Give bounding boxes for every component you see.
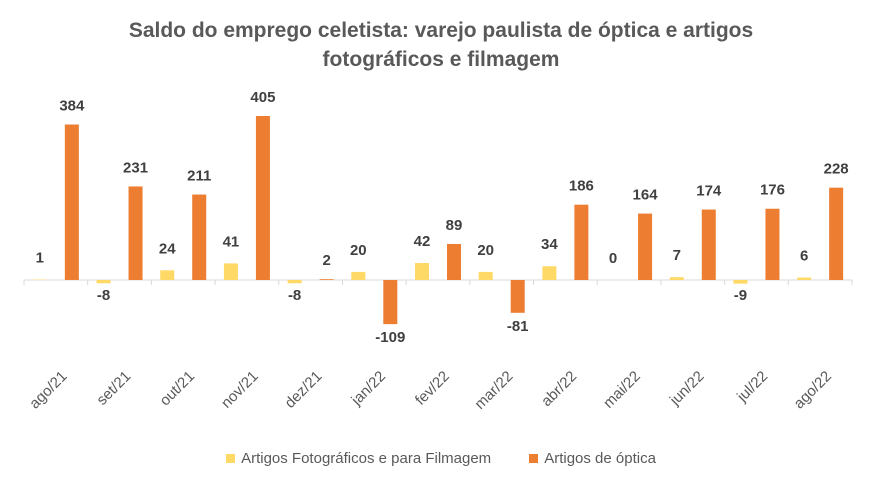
x-tick-label: nov/21 [218,368,262,412]
x-tick-label: dez/21 [282,368,326,412]
data-label-optica: 2 [322,252,330,269]
x-tick-label: set/21 [93,368,134,409]
x-tick-label: ago/21 [26,368,70,412]
x-tick-label: jul/22 [733,368,771,406]
data-label-fotograficos: -8 [288,287,301,304]
data-label-optica: -81 [507,318,529,335]
data-label-fotograficos: 42 [414,233,431,250]
bar-optica [128,186,143,280]
bar-optica [510,280,525,313]
data-label-optica: 231 [123,159,148,176]
bar-fotograficos [797,277,812,280]
data-label-optica: 176 [760,182,785,199]
data-label-fotograficos: 20 [350,242,367,259]
bar-fotograficos [733,280,748,284]
bar-fotograficos [669,277,684,280]
bar-fotograficos [542,266,557,280]
bar-optica [447,243,461,280]
data-label-optica: 174 [696,183,722,200]
bar-fotograficos [96,280,111,284]
bar-optica [829,187,844,280]
x-tick-label: jun/22 [666,368,708,410]
bar-fotograficos [287,280,302,284]
legend-item-fotograficos: Artigos Fotográficos e para Filmagem [226,450,491,467]
x-tick-label: abr/22 [538,368,580,410]
legend-label-fotograficos: Artigos Fotográficos e para Filmagem [241,450,492,467]
bar-optica [255,116,270,280]
data-label-fotograficos: 41 [223,233,240,250]
chart-title: Saldo do emprego celetista: varejo pauli… [0,16,882,74]
data-label-fotograficos: 7 [673,247,681,264]
bar-optica [319,279,334,280]
data-label-optica: 228 [824,161,849,178]
data-label-fotograficos: 6 [800,248,808,265]
data-label-fotograficos: 0 [609,250,617,267]
bar-optica [638,213,653,280]
legend-swatch-optica [529,454,539,463]
data-label-optica: 89 [446,217,463,234]
bar-optica [192,194,207,280]
data-label-fotograficos: -8 [97,287,110,304]
data-label-fotograficos: 20 [477,242,494,259]
data-label-optica: -109 [375,329,405,346]
bar-optica [765,208,780,280]
data-label-fotograficos: -9 [734,287,747,304]
chart-title-line-1: Saldo do emprego celetista: varejo pauli… [128,19,754,42]
bar-fotograficos [160,270,175,280]
legend-label-optica: Artigos de óptica [544,450,656,467]
bar-fotograficos [351,271,366,280]
bar-fotograficos [415,262,429,280]
bar-optica [701,209,716,280]
bar-optica [574,204,589,280]
x-tick-label: ago/22 [791,368,835,412]
data-label-fotograficos: 24 [159,240,176,257]
data-label-optica: 164 [633,187,659,204]
data-label-optica: 384 [59,98,85,115]
bar-fotograficos [478,271,493,280]
x-tick-label: out/21 [157,368,199,410]
data-label-optica: 405 [250,89,275,106]
data-label-fotograficos: 1 [36,250,44,267]
data-label-fotograficos: 34 [541,236,558,253]
x-tick-label: fev/22 [412,368,453,409]
data-label-optica: 211 [187,168,211,185]
bar-optica [383,280,398,325]
legend-swatch-fotograficos [226,454,236,463]
chart-legend: Artigos Fotográficos e para Filmagem Art… [0,450,882,467]
x-tick-label: mai/22 [600,368,644,412]
chart-title-line-2: fotográficos e filmagem [322,48,560,71]
bar-fotograficos [223,263,238,280]
legend-item-optica: Artigos de óptica [529,450,656,467]
x-tick-label: jan/22 [348,368,390,410]
bar-optica [64,124,79,281]
x-tick-label: mar/22 [471,368,516,413]
data-label-optica: 186 [569,178,594,195]
